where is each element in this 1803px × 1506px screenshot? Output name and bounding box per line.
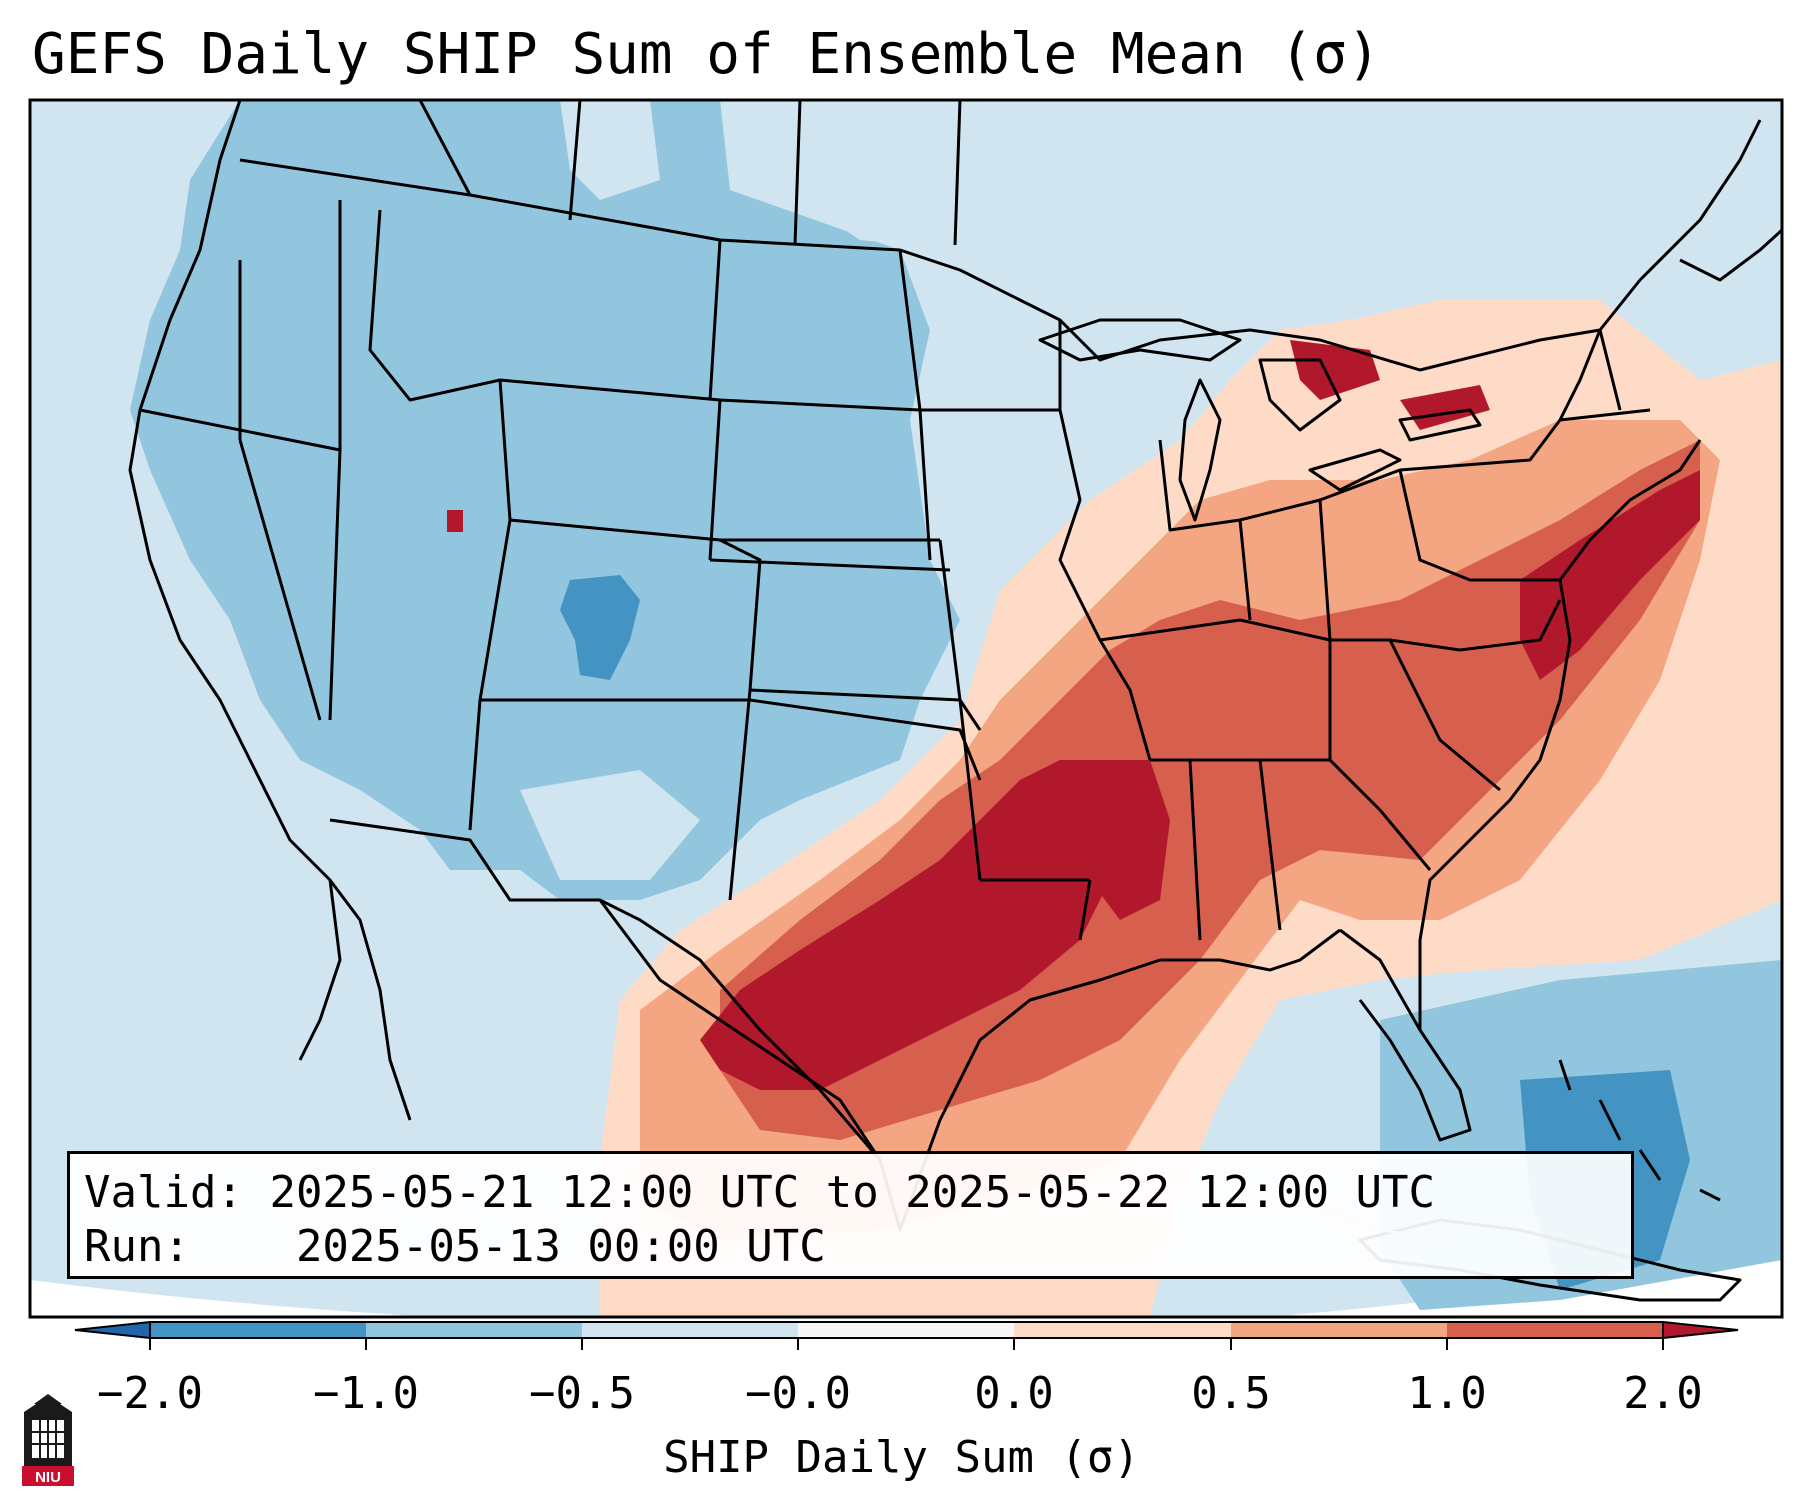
coastline-canada-east <box>1638 119 1782 282</box>
colorbar-extend-low <box>74 1320 151 1340</box>
field-nd-lighter <box>790 100 960 250</box>
lake-michigan <box>1178 378 1222 522</box>
field-greatlakes-extreme <box>1290 340 1380 400</box>
colorbar <box>74 1320 1739 1350</box>
valid-line: Valid: 2025-05-21 12:00 UTC to 2025-05-2… <box>84 1166 1617 1220</box>
colorbar-tick-label: 2.0 <box>1623 1368 1703 1419</box>
colorbar-outline <box>149 1321 1664 1339</box>
run-label: Run: <box>84 1221 190 1272</box>
colorbar-extend-high <box>1662 1320 1739 1340</box>
valid-run-info-box: Valid: 2025-05-21 12:00 UTC to 2025-05-2… <box>67 1151 1634 1279</box>
colorbar-tick-label: 1.0 <box>1407 1368 1487 1419</box>
colorbar-bin <box>1447 1322 1663 1338</box>
colorbar-bin <box>150 1322 366 1338</box>
field-texas-extreme <box>700 760 1130 1090</box>
coastline-west <box>128 100 412 1121</box>
colorbar-bin <box>582 1322 798 1338</box>
colorbar-label: SHIP Daily Sum (σ) <box>663 1432 1140 1483</box>
field-midatlantic-extreme <box>1520 470 1700 680</box>
lake-erie <box>1308 448 1402 492</box>
colorbar-tick-label: 0.0 <box>974 1368 1054 1419</box>
university-building-icon: NIU <box>22 1394 74 1486</box>
lake-superior <box>1038 318 1242 362</box>
field-ontario-extreme <box>1400 385 1490 430</box>
projection-outside-right <box>1262 1240 1782 1317</box>
colorbar-tick-label: −0.5 <box>529 1368 635 1419</box>
lake-huron <box>1258 358 1342 432</box>
colorbar-tick-label: −1.0 <box>313 1368 419 1419</box>
border-canada-provinces <box>418 100 962 246</box>
colorbar-tick-label: 0.5 <box>1191 1368 1271 1419</box>
boundaries <box>128 100 1782 1302</box>
coastline-bahamas <box>1558 1059 1721 1202</box>
colorbar-tick-label: −0.0 <box>745 1368 851 1419</box>
border-us-canada <box>239 158 1642 372</box>
coastline-florida <box>1339 928 1472 1142</box>
coastline-gulf <box>598 899 1341 1232</box>
field-ms-al-extreme <box>1090 760 1170 920</box>
colorbar-bin <box>366 1322 582 1338</box>
lake-ontario <box>1398 408 1482 442</box>
colorbar-tick-label: −2.0 <box>97 1368 203 1419</box>
coastline-baja <box>298 879 342 1061</box>
field-utah-extreme-pixel <box>447 510 463 532</box>
run-value: 2025-05-13 00:00 UTC <box>295 1221 826 1272</box>
colorbar-ticks <box>149 1338 1664 1350</box>
colorbar-bin <box>1231 1322 1447 1338</box>
state-lines <box>139 200 1651 941</box>
colorbar-bin <box>798 1322 1014 1338</box>
logo-text: NIU <box>35 1469 61 1486</box>
field-colorado-strong <box>560 575 640 680</box>
run-line: Run: 2025-05-13 00:00 UTC <box>84 1220 1617 1274</box>
valid-label: Valid: <box>84 1167 243 1218</box>
field-west-lighter <box>560 100 660 200</box>
projection-outside-left <box>30 1280 435 1317</box>
colorbar-bin <box>1014 1322 1231 1338</box>
coastline-east <box>1418 439 1702 1030</box>
map-frame <box>28 98 1784 1319</box>
border-us-mexico <box>329 818 882 1161</box>
field-nm-lighter <box>520 770 700 880</box>
figure-title: GEFS Daily SHIP Sum of Ensemble Mean (σ) <box>32 22 1381 87</box>
map-panel <box>30 100 1782 1317</box>
valid-value: 2025-05-21 12:00 UTC to 2025-05-22 12:00… <box>269 1167 1436 1218</box>
